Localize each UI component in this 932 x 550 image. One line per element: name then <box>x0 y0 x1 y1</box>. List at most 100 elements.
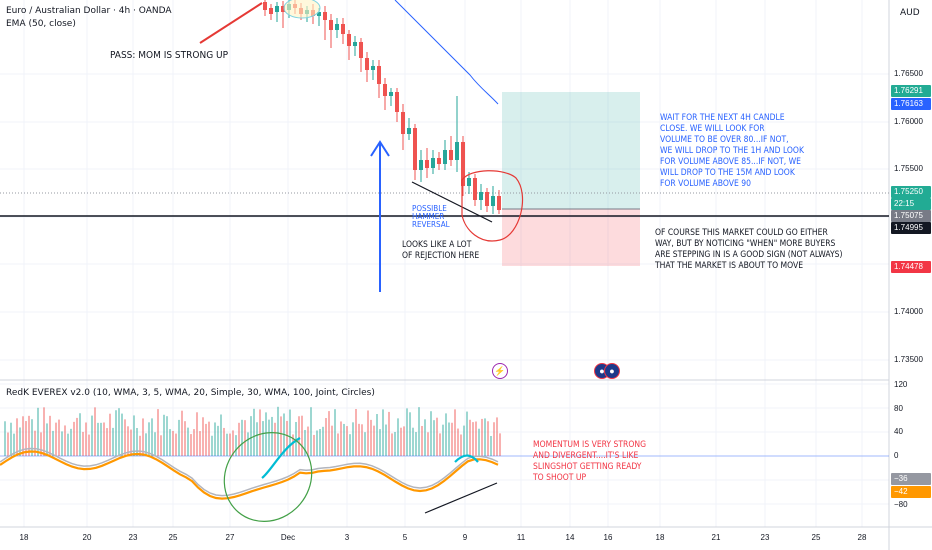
histogram-bar <box>448 422 450 456</box>
histogram-bar <box>40 432 42 456</box>
histogram-bar <box>274 422 276 456</box>
event-flag-icon-2[interactable]: ● <box>604 363 620 379</box>
candle-body <box>377 66 381 84</box>
currency-label[interactable]: AUD <box>900 8 920 18</box>
time-label: 28 <box>857 533 867 542</box>
symbol-title[interactable]: Euro / Australian Dollar · 4h · OANDA <box>6 6 172 16</box>
histogram-bar <box>184 421 186 456</box>
histogram-bar <box>262 421 264 456</box>
histogram-bar <box>196 412 198 456</box>
price-tag-last[interactable]: 1.75250 <box>891 186 931 198</box>
histogram-bar <box>286 420 288 456</box>
histogram-bar <box>217 425 219 456</box>
histogram-bar <box>250 416 252 456</box>
price-tag-level[interactable]: 1.74995 <box>891 222 931 234</box>
either-way-annotation[interactable]: OF COURSE THIS MARKET COULD GO EITHER WA… <box>655 228 842 272</box>
histogram-bar <box>331 425 333 456</box>
histogram-bar <box>247 432 249 456</box>
histogram-bar <box>244 420 246 456</box>
hammer-annotation[interactable]: POSSIBLE HAMMER REVERSAL <box>412 205 450 229</box>
histogram-bar <box>310 407 312 456</box>
histogram-bar <box>235 435 237 456</box>
either-line-4: THAT THE MARKET IS ABOUT TO MOVE <box>655 261 804 271</box>
price-label: 1.74000 <box>894 307 923 316</box>
candle-body <box>437 158 441 164</box>
price-tag-entry[interactable]: 1.75075 <box>891 210 931 222</box>
osc-tag-gray: −36 <box>891 473 931 485</box>
candlestick-series[interactable] <box>263 0 501 214</box>
wait-line-2: CLOSE. WE WILL LOOK FOR <box>660 124 765 134</box>
histogram-bar <box>349 434 351 456</box>
wait-line-4: WE WILL DROP TO THE 1H AND LOOK <box>660 146 804 156</box>
rejection-annotation[interactable]: LOOKS LIKE A LOT OF REJECTION HERE <box>402 240 479 262</box>
histogram-bar <box>127 426 129 456</box>
histogram-bar <box>103 422 105 456</box>
histogram-bar <box>133 415 135 456</box>
either-line-2: WAY, BUT BY NOTICING "WHEN" MORE BUYERS <box>655 239 836 249</box>
histogram-bar <box>223 427 225 456</box>
volume-histogram[interactable] <box>4 406 501 456</box>
loss-zone[interactable] <box>502 209 640 266</box>
histogram-bar <box>412 427 414 456</box>
histogram-bar <box>205 423 207 456</box>
histogram-bar <box>175 433 177 456</box>
histogram-bar <box>70 428 72 456</box>
histogram-bar <box>31 419 33 456</box>
rejection-line-2: OF REJECTION HERE <box>402 251 480 261</box>
histogram-bar <box>4 421 6 456</box>
histogram-bar <box>142 418 144 456</box>
rejection-line-1: LOOKS LIKE A LOT <box>402 240 472 250</box>
histogram-bar <box>478 428 480 456</box>
pass-annotation[interactable]: PASS: MOM IS STRONG UP <box>110 50 229 61</box>
osc-label: −80 <box>894 500 908 509</box>
wait-annotation[interactable]: WAIT FOR THE NEXT 4H CANDLE CLOSE. WE WI… <box>660 113 804 190</box>
profit-zone[interactable] <box>502 92 640 209</box>
wait-line-6: WILL DROP TO THE 15M AND LOOK <box>660 168 795 178</box>
candle-body <box>479 192 483 200</box>
histogram-bar <box>451 422 453 456</box>
histogram-bar <box>220 414 222 456</box>
histogram-bar <box>172 430 174 456</box>
histogram-bar <box>295 421 297 456</box>
price-tag-sl[interactable]: 1.74478 <box>891 261 931 273</box>
candle-body <box>395 92 399 112</box>
histogram-bar <box>409 412 411 456</box>
time-label: 11 <box>516 533 526 542</box>
histogram-bar <box>91 415 93 456</box>
candle-body <box>455 142 459 160</box>
candle-body <box>407 128 411 134</box>
price-tag-ema[interactable]: 1.76163 <box>891 98 931 110</box>
histogram-bar <box>34 430 36 456</box>
histogram-bar <box>64 425 66 456</box>
histogram-bar <box>58 419 60 456</box>
lightning-icon[interactable]: ⚡ <box>492 363 508 379</box>
wait-line-5: FOR VOLUME ABOVE 85...IF NOT, WE <box>660 157 801 167</box>
hammer-line-2: HAMMER <box>412 212 445 221</box>
momentum-line-2: AND DIVERGENT....IT'S LIKE <box>533 451 639 461</box>
time-label: 20 <box>82 533 92 542</box>
ema-legend[interactable]: EMA (50, close) <box>6 19 76 29</box>
price-tag-tp[interactable]: 1.76291 <box>891 85 931 97</box>
time-label: 14 <box>565 533 575 542</box>
osc-orange-line <box>0 450 499 500</box>
histogram-bar <box>325 418 327 456</box>
indicator-legend[interactable]: RedK EVEREX v2.0 (10, WMA, 3, 5, WMA, 20… <box>6 388 375 398</box>
histogram-bar <box>343 423 345 456</box>
histogram-bar <box>355 408 357 456</box>
histogram-bar <box>382 409 384 456</box>
price-label: 1.75500 <box>894 164 923 173</box>
time-label: 16 <box>603 533 613 542</box>
histogram-bar <box>61 431 63 456</box>
histogram-bar <box>100 422 102 456</box>
histogram-bar <box>280 416 282 456</box>
histogram-bar <box>481 418 483 456</box>
histogram-bar <box>112 427 114 456</box>
momentum-annotation[interactable]: MOMENTUM IS VERY STRONG AND DIVERGENT...… <box>533 440 646 484</box>
histogram-bar <box>421 425 423 456</box>
either-line-1: OF COURSE THIS MARKET COULD GO EITHER <box>655 228 828 238</box>
histogram-bar <box>19 427 21 456</box>
candle-body <box>497 196 501 210</box>
either-line-3: ARE STEPPING IN IS A GOOD SIGN (NOT ALWA… <box>655 250 843 260</box>
osc-label: 120 <box>894 380 908 389</box>
